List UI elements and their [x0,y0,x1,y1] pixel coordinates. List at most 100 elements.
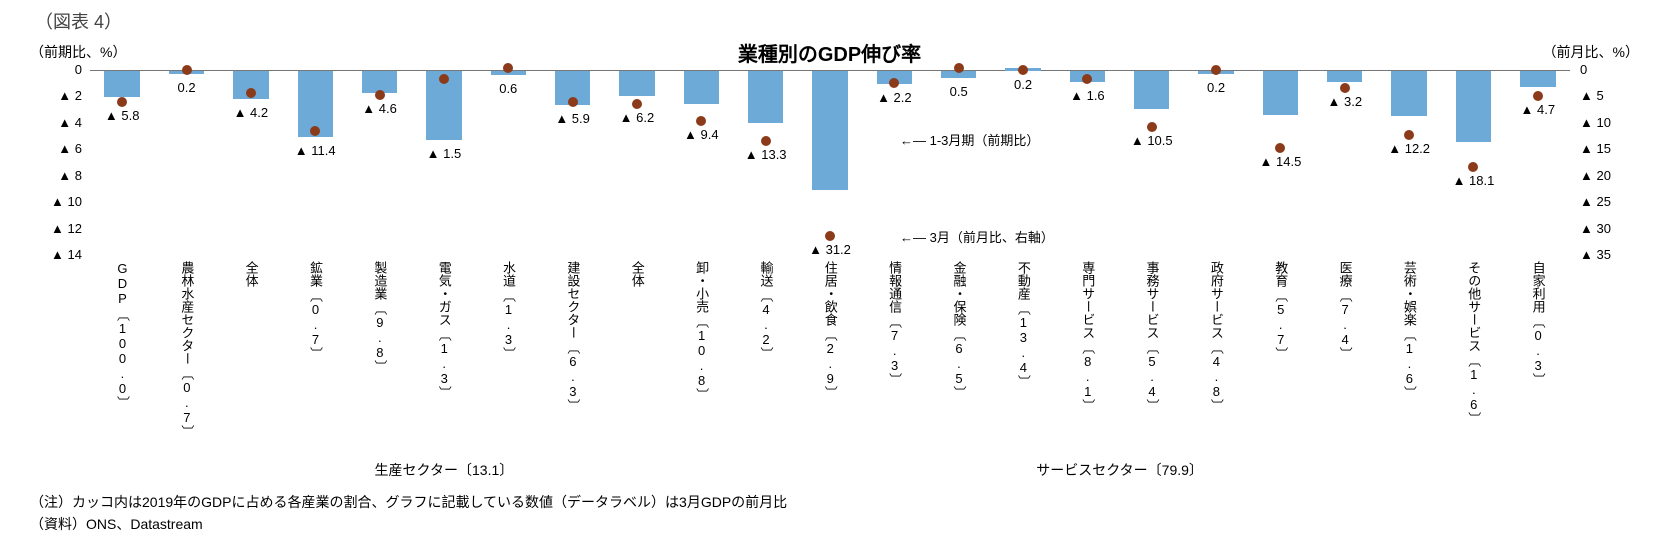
right-axis-tick: ▲ 5 [1580,88,1604,103]
dot-marker [1468,162,1478,172]
bar [104,71,139,97]
x-axis-label: 教育〔5.7〕 [1273,261,1289,360]
dot-marker [503,63,513,73]
data-label: 0.5 [950,84,968,99]
data-label: ▲ 12.2 [1388,141,1430,156]
bar [1456,71,1491,142]
data-label: ▲ 31.2 [809,242,851,257]
right-axis-tick: ▲ 25 [1580,194,1611,209]
right-axis-tick: ▲ 10 [1580,115,1611,130]
dot-marker [375,90,385,100]
data-label: ▲ 4.2 [234,105,269,120]
x-axis-label: 鉱業〔0.7〕 [307,261,323,360]
x-axis-label: 自家利用〔0.3〕 [1530,261,1546,386]
x-axis-label: 情報通信〔7.3〕 [887,261,903,386]
right-axis-tick: ▲ 15 [1580,141,1611,156]
left-axis-tick: ▲ 6 [58,141,82,156]
dot-marker [117,97,127,107]
x-axis-label: 農林水産セクター〔0.7〕 [179,261,195,438]
data-label: ▲ 3.2 [1328,94,1363,109]
dot-marker [1082,74,1092,84]
data-label: 0.2 [1207,80,1225,95]
dot-marker [825,231,835,241]
x-axis-label: 不動産〔13.4〕 [1015,261,1031,388]
dot-marker [889,78,899,88]
x-axis-label: 住居・飲食〔2.9〕 [822,261,838,399]
bar [748,71,783,123]
data-label: ▲ 9.4 [684,127,719,142]
footnote-1: （注）カッコ内は2019年のGDPに占める各産業の割合、グラフに記載している数値… [30,492,787,512]
left-axis-tick: ▲ 8 [58,168,82,183]
dot-marker [696,116,706,126]
bar [1134,71,1169,109]
left-axis-tick: 0 [75,62,82,77]
x-axis-label: 輸送〔4.2〕 [758,261,774,360]
dot-marker [761,136,771,146]
dot-marker [1211,65,1221,75]
data-label: 0.6 [499,81,517,96]
plot-area: ▲ 5.8GDP〔100.0〕0.2農林水産セクター〔0.7〕▲ 4.2全体▲ … [90,70,1570,256]
bar [1327,71,1362,82]
data-label: ▲ 11.4 [295,143,336,158]
x-axis-label: 医療〔7.4〕 [1337,261,1353,360]
right-axis-tick: ▲ 20 [1580,168,1611,183]
x-axis-label: 電気・ガス〔1.3〕 [436,261,452,399]
dot-marker [1533,91,1543,101]
x-axis-label: 政府サービス〔4.8〕 [1208,261,1224,412]
bar [619,71,654,96]
left-axis-title: （前期比、%） [30,42,126,62]
x-axis-label: 卸・小売〔10.8〕 [694,261,710,401]
bar [1520,71,1555,87]
x-axis-label: 金融・保険〔6.5〕 [951,261,967,399]
right-axis-tick: ▲ 30 [1580,221,1611,236]
data-label: ▲ 1.6 [1070,88,1105,103]
x-axis-label: 全体 [243,261,259,287]
dot-marker [1275,143,1285,153]
x-axis-label: その他サービス〔1.6〕 [1466,261,1482,425]
bar [812,71,847,190]
dot-marker [1018,65,1028,75]
left-axis-tick: ▲ 14 [51,247,82,262]
data-label: ▲ 18.1 [1453,173,1495,188]
dot-marker [954,63,964,73]
data-label: ▲ 14.5 [1260,154,1302,169]
data-label: 0.2 [1014,77,1032,92]
bar [1391,71,1426,116]
chart-title: 業種別のGDP伸び率 [738,38,921,67]
left-axis-tick: ▲ 2 [58,88,82,103]
x-axis-label: 芸術・娯楽〔1.6〕 [1401,261,1417,399]
data-label: ▲ 13.3 [745,147,787,162]
data-label: ▲ 4.7 [1521,102,1556,117]
left-axis-tick: ▲ 4 [58,115,82,130]
data-label: ▲ 6.2 [620,110,655,125]
data-label: ▲ 10.5 [1131,133,1173,148]
x-axis-label: 製造業〔9.8〕 [372,261,388,373]
right-axis-title: （前月比、%） [1543,42,1639,62]
figure-label: （図表 4） [35,8,122,34]
callout-bar-series: ←— 1-3月期（前期比） [900,130,1039,149]
x-axis-label: 専門サービス〔8.1〕 [1080,261,1096,412]
dot-marker [310,126,320,136]
left-axis-tick: ▲ 12 [51,221,82,236]
dot-marker [1404,130,1414,140]
right-axis-tick: 0 [1580,62,1587,77]
dot-marker [1147,122,1157,132]
chart-container: （図表 4） （前期比、%） 業種別のGDP伸び率 （前月比、%） ▲ 5.8G… [0,0,1659,545]
data-label: ▲ 1.5 [427,146,462,161]
dot-marker [246,88,256,98]
dot-marker [439,74,449,84]
dot-marker [182,65,192,75]
left-axis-tick: ▲ 10 [51,194,82,209]
subgroup-label: 生産セクター〔13.1〕 [375,460,514,480]
bar [684,71,719,104]
right-axis-tick: ▲ 35 [1580,247,1611,262]
x-axis-label: 建設セクター〔6.3〕 [565,261,581,412]
data-label: 0.2 [177,80,195,95]
data-label: ▲ 5.8 [105,108,140,123]
data-label: ▲ 2.2 [877,90,912,105]
dot-marker [568,97,578,107]
footnote-2: （資料）ONS、Datastream [30,514,203,534]
x-axis-label: 全体 [629,261,645,287]
subgroup-label: サービスセクター〔79.9〕 [1036,460,1203,480]
bar [1263,71,1298,115]
